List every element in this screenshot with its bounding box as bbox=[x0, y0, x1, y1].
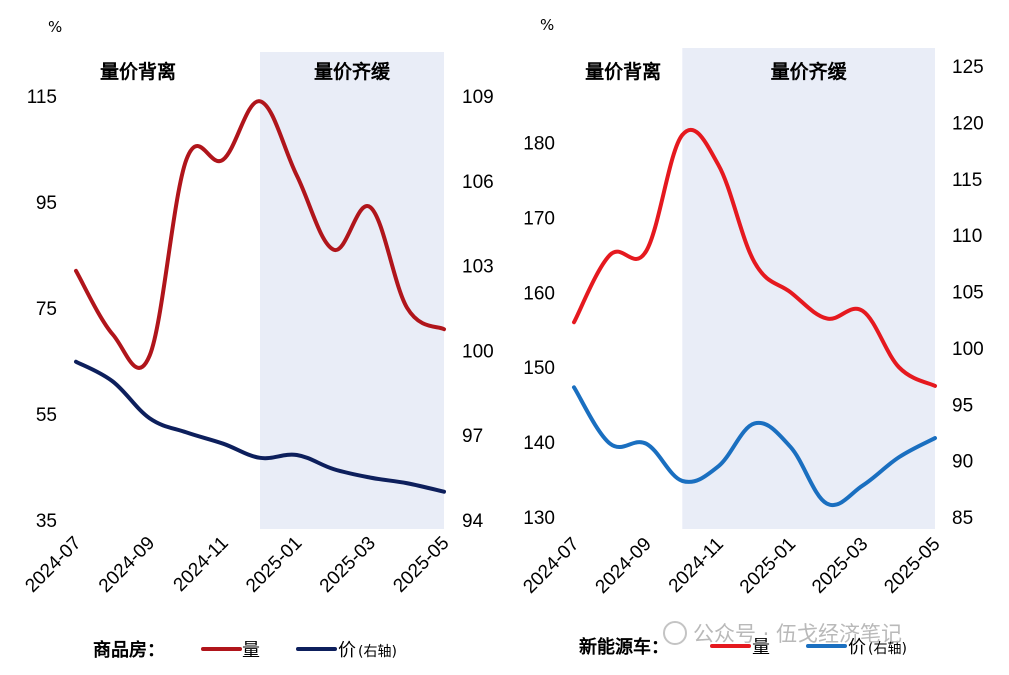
legend-title: 新能源车： bbox=[579, 636, 669, 658]
y-right-tick-label: 125 bbox=[952, 57, 984, 78]
y-right-tick-label: 103 bbox=[462, 257, 494, 278]
y-left-tick-label: 35 bbox=[36, 511, 57, 532]
y-right-tick-label: 105 bbox=[952, 283, 984, 304]
x-tick-label: 2025-05 bbox=[880, 534, 944, 598]
y-left-tick-label: 150 bbox=[523, 358, 555, 379]
y-left-tick-label: 180 bbox=[523, 133, 555, 154]
chart-panel-commercial-housing: 量价背离 量价齐缓% 35 55 75 95 115 94 97 100 103 106 109 2024… bbox=[21, 18, 493, 597]
x-tick-label: 2024-09 bbox=[95, 533, 159, 597]
y-left-tick-label: 115 bbox=[27, 87, 57, 108]
x-tick-label: 2025-03 bbox=[808, 534, 872, 598]
x-tick-label: 2024-09 bbox=[592, 534, 656, 598]
y-right-tick-label: 100 bbox=[952, 339, 984, 360]
shaded-region-1 bbox=[682, 48, 935, 529]
y-left-tick-label: 95 bbox=[36, 193, 57, 214]
shaded-region-1 bbox=[260, 52, 444, 529]
y-right-tick-label: 97 bbox=[462, 426, 483, 447]
legend-label-price-axis-note: (右轴) bbox=[358, 644, 397, 660]
y-right-tick-label: 106 bbox=[462, 172, 494, 193]
x-tick-label: 2024-07 bbox=[519, 534, 583, 598]
chart-panel-new-energy-vehicles: 量价背离 量价齐缓% 130 140 150 160 170 180 85 90 95 100 105 1… bbox=[519, 16, 983, 598]
unit-label: % bbox=[48, 18, 62, 36]
y-left-tick-label: 160 bbox=[523, 283, 555, 304]
watermark: 公众号 · 伍戈经济笔记 bbox=[663, 621, 902, 646]
legend-label-price-axis-note: (右轴) bbox=[868, 641, 907, 657]
x-tick-label: 2025-05 bbox=[389, 533, 453, 597]
legend-label-volume: 量 bbox=[752, 637, 770, 658]
wechat-icon bbox=[663, 621, 687, 645]
legend-commercial-housing: 商品房： 量 价 (右轴) bbox=[93, 639, 397, 661]
legend-title: 商品房： bbox=[93, 639, 165, 661]
x-tick-label: 2025-01 bbox=[736, 534, 800, 598]
y-right-tick-label: 100 bbox=[462, 341, 494, 362]
legend-label-volume: 量 bbox=[242, 640, 260, 661]
y-right-tick-label: 94 bbox=[462, 511, 484, 532]
y-right-tick-label: 109 bbox=[462, 87, 494, 108]
legend-label-price: 价 bbox=[338, 640, 356, 661]
y-right-tick-label: 115 bbox=[952, 170, 982, 191]
x-tick-label: 2024-07 bbox=[21, 533, 85, 597]
region-label-0: 量价背离 bbox=[100, 60, 176, 83]
y-right-tick-label: 120 bbox=[952, 113, 984, 134]
x-tick-label: 2025-01 bbox=[242, 533, 306, 597]
series-line-volume bbox=[74, 99, 446, 370]
y-left-tick-label: 55 bbox=[36, 405, 57, 426]
legend-label-price: 价 bbox=[848, 637, 866, 658]
y-left-tick-label: 130 bbox=[523, 508, 555, 529]
y-right-tick-label: 110 bbox=[952, 226, 982, 247]
series-line-price bbox=[74, 359, 446, 494]
y-right-tick-label: 95 bbox=[952, 395, 973, 416]
watermark-text: 公众号 · 伍戈经济笔记 bbox=[693, 622, 902, 646]
legend-new-energy-vehicles: 新能源车： 量 价 (右轴) bbox=[579, 636, 907, 658]
y-left-tick-label: 170 bbox=[523, 208, 555, 229]
x-tick-label: 2025-03 bbox=[316, 533, 380, 597]
y-left-tick-label: 140 bbox=[523, 433, 555, 454]
series-line-price bbox=[572, 385, 937, 508]
series-line-volume bbox=[572, 127, 937, 388]
region-label-1: 量价齐缓 bbox=[314, 60, 391, 83]
x-tick-label: 2024-11 bbox=[665, 534, 728, 597]
x-tick-label: 2024-11 bbox=[170, 533, 233, 596]
unit-label: % bbox=[540, 16, 554, 34]
region-label-0: 量价背离 bbox=[585, 60, 661, 83]
y-right-tick-label: 85 bbox=[952, 508, 973, 529]
y-left-tick-label: 75 bbox=[36, 299, 57, 320]
y-right-tick-label: 90 bbox=[952, 452, 973, 473]
region-label-1: 量价齐缓 bbox=[771, 60, 848, 83]
